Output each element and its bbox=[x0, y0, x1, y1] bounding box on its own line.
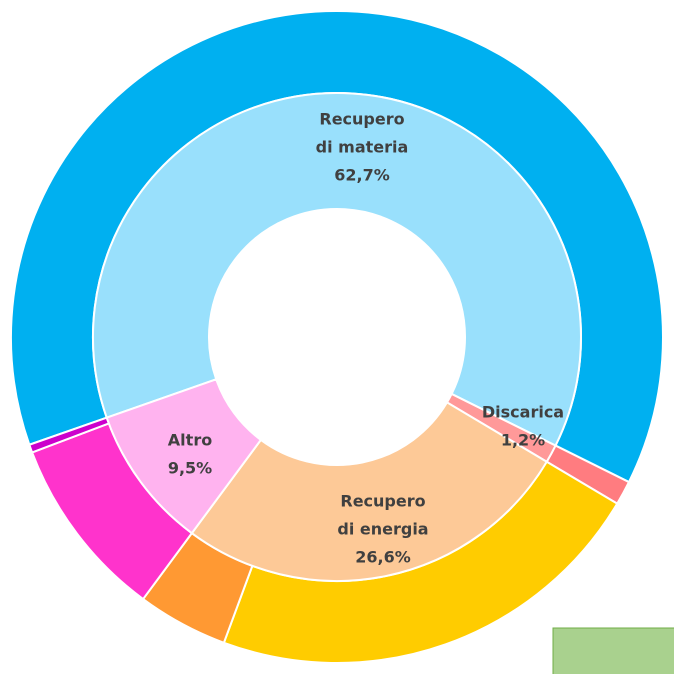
inner-segment bbox=[105, 378, 263, 535]
inner-segment bbox=[92, 92, 582, 447]
value-label: 1,2% bbox=[501, 431, 545, 450]
segment-label: Altro bbox=[168, 431, 212, 450]
value-label: 62,7% bbox=[334, 166, 390, 185]
inner-segment bbox=[190, 401, 549, 582]
green-box bbox=[552, 627, 674, 674]
segment-label: di materia bbox=[316, 138, 409, 157]
segment-label: Recupero bbox=[319, 110, 404, 129]
segment-label: Recupero bbox=[340, 492, 425, 511]
segment-label: di energia bbox=[337, 520, 428, 539]
value-label: 26,6% bbox=[355, 548, 411, 567]
segment-label: Discarica bbox=[482, 403, 564, 422]
value-label: 9,5% bbox=[168, 459, 212, 478]
